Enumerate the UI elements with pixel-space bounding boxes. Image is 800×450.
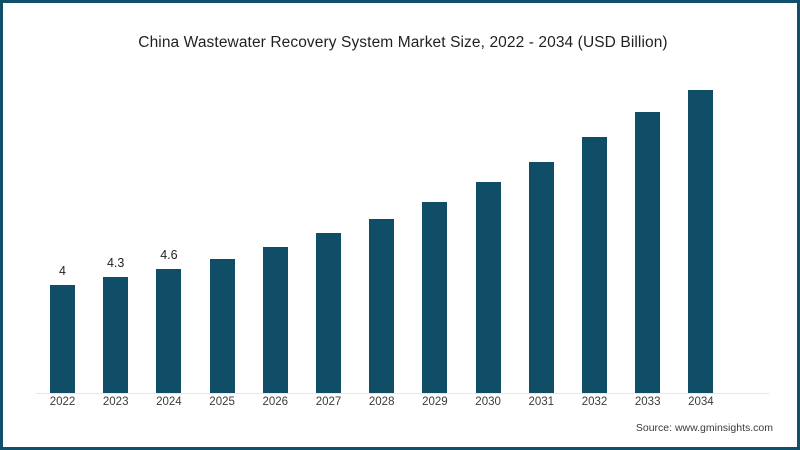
x-tick-2026: 2026 bbox=[262, 396, 289, 408]
bar-2023[interactable] bbox=[103, 276, 129, 393]
bar-group bbox=[515, 63, 568, 393]
bar-group bbox=[196, 63, 249, 393]
x-tick-2024: 2024 bbox=[156, 396, 182, 408]
bar-value-label-2023: 4.3 bbox=[106, 255, 125, 270]
bar-2034[interactable] bbox=[688, 90, 714, 393]
x-tick-2029: 2029 bbox=[422, 396, 448, 408]
bar-2033[interactable] bbox=[635, 111, 661, 393]
x-tick-2031: 2031 bbox=[528, 396, 555, 408]
x-tick-2033: 2033 bbox=[634, 396, 661, 408]
bar-group bbox=[462, 63, 515, 393]
x-tick-2023: 2023 bbox=[102, 396, 129, 408]
bar-group: 4 bbox=[36, 63, 89, 393]
x-tick-2032: 2032 bbox=[581, 396, 608, 408]
x-axis-line bbox=[36, 393, 769, 394]
bar-group bbox=[408, 63, 461, 393]
bar-2030[interactable] bbox=[475, 182, 501, 393]
bar-2031[interactable] bbox=[528, 161, 554, 393]
bar-group bbox=[621, 63, 674, 393]
bar-group bbox=[568, 63, 621, 393]
x-tick-2027: 2027 bbox=[315, 396, 342, 408]
x-tick-2030: 2030 bbox=[475, 396, 501, 408]
bar-2029[interactable] bbox=[422, 202, 448, 393]
bar-2027[interactable] bbox=[316, 233, 341, 393]
bar-group bbox=[302, 63, 355, 393]
bar-value-label-2022: 4 bbox=[59, 263, 66, 278]
bar-2024[interactable] bbox=[156, 268, 182, 393]
bar-2032[interactable] bbox=[582, 137, 607, 393]
bar-2025[interactable] bbox=[209, 259, 235, 393]
x-tick-2028: 2028 bbox=[368, 396, 395, 408]
bar-group: 4.6 bbox=[142, 63, 195, 393]
plot-area: 4 2022 4.3 2023 4.6 2024 2025 2026 2027 2028 2029 2… bbox=[3, 3, 797, 447]
x-tick-2034: 2034 bbox=[688, 396, 714, 408]
source-attribution: Source: www.gminsights.com bbox=[635, 422, 773, 434]
bar-group bbox=[674, 63, 727, 393]
x-tick-2025: 2025 bbox=[209, 396, 235, 408]
x-tick-2022: 2022 bbox=[49, 396, 76, 408]
bar-2026[interactable] bbox=[262, 246, 288, 393]
bar-2022[interactable] bbox=[50, 284, 75, 393]
bar-group bbox=[249, 63, 302, 393]
bar-group bbox=[355, 63, 408, 393]
bar-2028[interactable] bbox=[369, 218, 395, 393]
chart-title: China Wastewater Recovery System Market … bbox=[138, 34, 668, 51]
bar-value-label-2024: 4.6 bbox=[160, 247, 178, 262]
bar-group: 4.3 bbox=[89, 63, 142, 393]
